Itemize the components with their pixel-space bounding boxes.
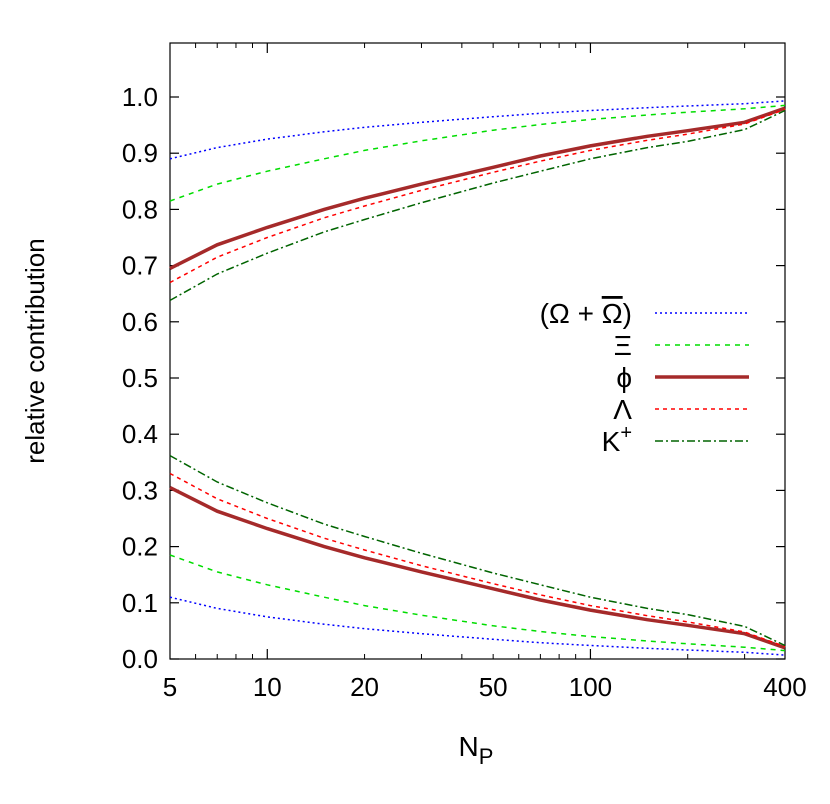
series-line-upper	[169, 104, 786, 202]
y-tick-label: 0.1	[122, 588, 158, 618]
x-tick-label: 10	[253, 672, 282, 702]
y-tick-label: 0.3	[122, 475, 158, 505]
plot-frame	[169, 42, 786, 660]
y-tick-label: 0.2	[122, 532, 158, 562]
y-axis-label: relative contribution	[20, 238, 50, 463]
y-tick-label: 0.4	[122, 419, 158, 449]
y-tick-label: 0.5	[122, 363, 158, 393]
series-line-upper	[169, 106, 786, 270]
y-tick-label: 0.0	[122, 644, 158, 674]
series-line-upper	[169, 108, 786, 284]
legend-label: (Ω + Ω)	[540, 298, 632, 329]
y-tick-label: 0.6	[122, 307, 158, 337]
legend-label: ϕ	[616, 362, 632, 393]
series-line-lower	[169, 486, 786, 650]
x-axis-label: NP	[459, 731, 494, 769]
series-line-lower	[169, 554, 786, 652]
y-tick-label: 0.7	[122, 251, 158, 281]
x-axis-label-main: N	[459, 731, 479, 762]
y-tick-label: 0.8	[122, 194, 158, 224]
x-tick-label: 20	[350, 672, 379, 702]
y-tick-label: 0.9	[122, 138, 158, 168]
x-axis-label-subscript: P	[479, 744, 494, 769]
x-tick-label: 100	[569, 672, 612, 702]
legend-label: Λ	[613, 394, 632, 425]
series-line-upper	[169, 109, 786, 302]
series-line-lower	[169, 596, 786, 656]
legend-label: K+	[602, 422, 632, 457]
series-layer	[169, 100, 786, 656]
legend-label: Ξ	[614, 330, 632, 361]
y-axis: 0.0 0.1 0.2 0.3 0.4 0.5 0.6 0.7 0.8 0.9 1.0	[122, 82, 785, 674]
x-tick-label: 400	[763, 672, 806, 702]
series-line-lower	[169, 454, 786, 647]
series-line-upper	[169, 100, 786, 160]
x-axis: 5 10 20 50 100 400	[163, 43, 807, 702]
x-tick-label: 50	[479, 672, 508, 702]
y-tick-label: 1.0	[122, 82, 158, 112]
series-line-lower	[169, 472, 786, 648]
x-tick-label: 5	[163, 672, 177, 702]
